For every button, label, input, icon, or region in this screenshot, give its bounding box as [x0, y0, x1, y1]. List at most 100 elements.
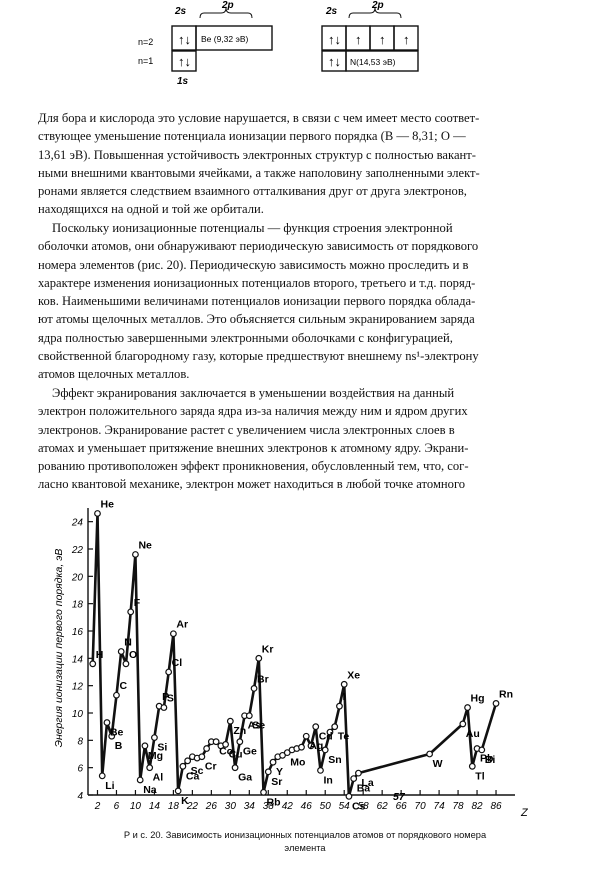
- data-point: [103, 719, 111, 726]
- element-n-box: N(14,53 эВ): [350, 57, 396, 67]
- text-line: атомов щелочных металлов.: [38, 367, 190, 382]
- element-label: Co: [219, 746, 233, 758]
- y-tick-label: 16: [72, 627, 84, 638]
- data-point: [245, 712, 253, 720]
- element-label: Ge: [243, 746, 257, 758]
- element-label: Br: [257, 673, 269, 685]
- data-point: [117, 648, 125, 655]
- data-point: [468, 762, 476, 770]
- y-tick-label: 20: [71, 572, 84, 583]
- text-line: Поскольку ионизационные потенциалы — фун…: [52, 221, 453, 235]
- element-label: Au: [466, 728, 480, 740]
- element-label: Rb: [267, 796, 281, 808]
- element-label: Si: [157, 742, 167, 754]
- data-point: [136, 776, 144, 784]
- text-line: Эффект экранирования заключается в умень…: [52, 386, 455, 400]
- data-point: [302, 732, 310, 740]
- data-point: [184, 757, 192, 765]
- caption-line-1: Р и с. 20. Зависимость ионизационных пот…: [123, 830, 487, 840]
- text-line: электрон положительного заряда ядра из-з…: [38, 404, 468, 419]
- data-point: [151, 734, 158, 742]
- x-tick-label: 62: [377, 801, 389, 812]
- element-label: S: [167, 693, 174, 705]
- data-point: [231, 764, 239, 772]
- element-label: Mg: [148, 750, 163, 762]
- chart-points: [89, 510, 500, 800]
- x-tick-label: 34: [244, 801, 256, 812]
- data-point: [264, 768, 272, 776]
- data-point: [108, 732, 116, 740]
- element-label: B: [115, 740, 123, 752]
- element-label: Be: [110, 727, 124, 739]
- data-point: [312, 723, 320, 731]
- y-tick-label: 4: [77, 791, 83, 802]
- element-label: Cl: [172, 657, 183, 669]
- data-point: [307, 742, 315, 750]
- data-point: [459, 720, 467, 728]
- data-point: [464, 704, 471, 711]
- data-point: [317, 767, 324, 774]
- x-tick-label: 10: [130, 801, 142, 812]
- text-line: ют атомы щелочных металлов. Это объясняе…: [38, 312, 475, 327]
- data-point: [160, 704, 168, 711]
- chart-axes: [87, 508, 515, 796]
- element-label: Ba: [357, 783, 371, 795]
- data-point: [331, 723, 339, 731]
- data-point: [236, 738, 244, 746]
- element-label: K: [181, 795, 189, 807]
- data-point: [122, 660, 130, 668]
- svg-text:↑↓: ↑↓: [328, 54, 341, 69]
- y-tick-label: 10: [72, 709, 84, 720]
- text-line: ронами является следствием взаимного отт…: [38, 184, 467, 199]
- data-point: [326, 728, 334, 736]
- label-n1: n=1: [138, 56, 153, 66]
- data-point: [260, 788, 267, 796]
- data-point: [250, 684, 258, 692]
- element-label: P: [162, 691, 169, 703]
- element-label: Cu: [229, 748, 243, 760]
- x-tick-label: 2: [94, 801, 101, 812]
- data-point: [226, 717, 234, 725]
- element-label: Al: [153, 772, 164, 784]
- x-tick-label: 14: [149, 801, 161, 812]
- paragraph-2: Поскольку ионизационные потенциалы — фун…: [38, 219, 562, 384]
- label-2s-n: 2s: [325, 6, 338, 17]
- data-point: [203, 745, 211, 752]
- svg-text:↑↓: ↑↓: [328, 32, 341, 47]
- series-line: [91, 512, 498, 798]
- data-point: [269, 758, 277, 766]
- label-1s: 1s: [177, 76, 189, 87]
- y-tick-label: 14: [72, 654, 84, 665]
- data-point: [174, 787, 182, 795]
- data-point: [321, 746, 329, 754]
- text-line: ласно квантовой механике, электрон может…: [38, 477, 466, 492]
- x-tick-label: 6: [114, 801, 120, 812]
- element-label: Kr: [262, 643, 274, 655]
- x-tick-label: 58: [358, 801, 370, 812]
- data-point: [94, 510, 101, 517]
- svg-text:↑: ↑: [355, 32, 362, 47]
- element-label: Hg: [471, 693, 485, 705]
- data-point: [355, 769, 362, 777]
- text-line: свойственной благородному газу, которые …: [38, 349, 479, 364]
- x-tick-label: 86: [490, 801, 502, 812]
- data-point: [426, 750, 434, 758]
- element-label: Cs: [352, 800, 366, 812]
- data-point: [179, 762, 187, 770]
- element-label: O: [129, 649, 137, 661]
- data-point: [146, 764, 154, 772]
- x-tick-label: 22: [186, 801, 199, 812]
- element-label: Tl: [475, 770, 484, 782]
- data-point: [298, 743, 305, 751]
- x-tick-label: 18: [168, 801, 180, 812]
- data-point: [336, 702, 343, 710]
- element-label: In: [323, 774, 332, 786]
- element-label: Li: [105, 780, 114, 792]
- svg-text:↑: ↑: [379, 32, 386, 47]
- y-tick-label: 18: [72, 600, 84, 611]
- element-label: Sr: [271, 776, 282, 788]
- x-tick-label: 66: [396, 801, 408, 812]
- element-label: Cd: [319, 731, 333, 743]
